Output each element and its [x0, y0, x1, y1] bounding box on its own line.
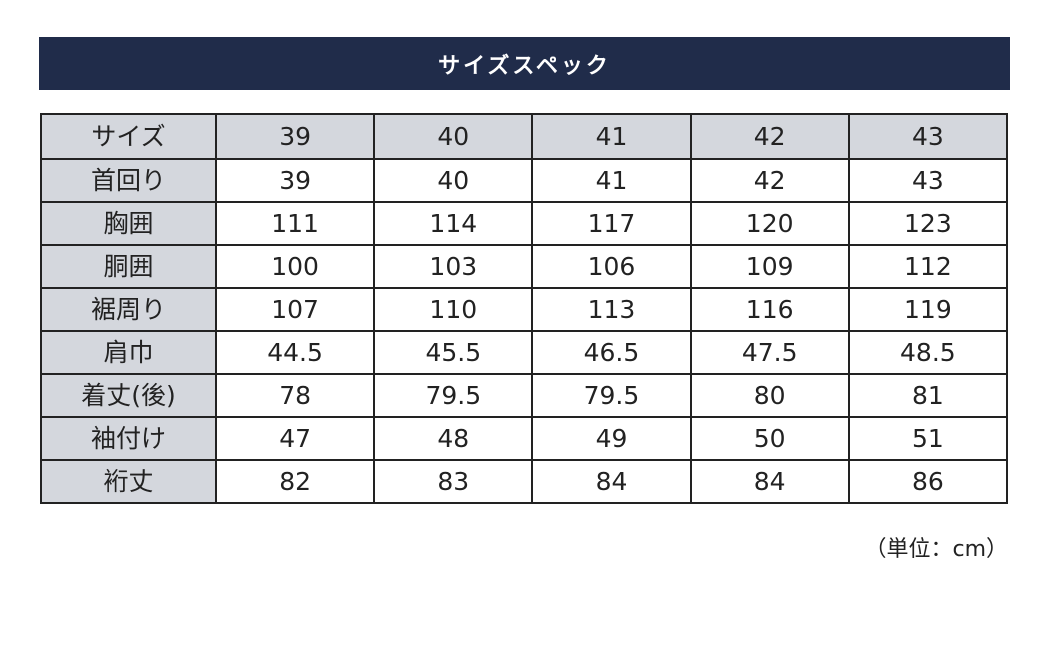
value-cell: 79.5 — [373, 373, 534, 418]
value-cell: 43 — [847, 158, 1009, 203]
value-cell: 84 — [531, 459, 692, 504]
table-row: 首回り 39 40 41 42 43 — [40, 158, 1009, 203]
value-cell: 82 — [214, 459, 376, 504]
value-cell: 83 — [373, 459, 534, 504]
value-cell: 114 — [373, 201, 534, 246]
value-cell: 47 — [214, 416, 376, 461]
header-size-cell: 41 — [531, 113, 692, 160]
value-cell: 113 — [531, 287, 692, 332]
value-cell: 79.5 — [531, 373, 692, 418]
value-cell: 119 — [847, 287, 1009, 332]
value-cell: 47.5 — [689, 330, 850, 375]
value-cell: 48 — [373, 416, 534, 461]
value-cell: 45.5 — [373, 330, 534, 375]
value-cell: 50 — [689, 416, 850, 461]
row-label-cell: 着丈(後) — [40, 373, 217, 418]
table-row: 裾周り 107 110 113 116 119 — [40, 287, 1009, 332]
value-cell: 39 — [214, 158, 376, 203]
value-cell: 86 — [847, 459, 1009, 504]
value-cell: 106 — [531, 244, 692, 289]
value-cell: 48.5 — [847, 330, 1009, 375]
value-cell: 112 — [847, 244, 1009, 289]
value-cell: 117 — [531, 201, 692, 246]
row-label-cell: 袖付け — [40, 416, 217, 461]
value-cell: 107 — [214, 287, 376, 332]
header-size-cell: 39 — [214, 113, 376, 160]
value-cell: 78 — [214, 373, 376, 418]
row-label-cell: 胴囲 — [40, 244, 217, 289]
table-row: 肩巾 44.5 45.5 46.5 47.5 48.5 — [40, 330, 1009, 375]
value-cell: 116 — [689, 287, 850, 332]
value-cell: 80 — [689, 373, 850, 418]
table-row: 裄丈 82 83 84 84 86 — [40, 459, 1009, 504]
value-cell: 49 — [531, 416, 692, 461]
value-cell: 40 — [373, 158, 534, 203]
value-cell: 51 — [847, 416, 1009, 461]
value-cell: 46.5 — [531, 330, 692, 375]
value-cell: 100 — [214, 244, 376, 289]
row-label-cell: 肩巾 — [40, 330, 217, 375]
table-row: 袖付け 47 48 49 50 51 — [40, 416, 1009, 461]
value-cell: 81 — [847, 373, 1009, 418]
value-cell: 42 — [689, 158, 850, 203]
value-cell: 103 — [373, 244, 534, 289]
header-size-cell: 42 — [689, 113, 850, 160]
value-cell: 84 — [689, 459, 850, 504]
size-spec-table: サイズ 39 40 41 42 43 首回り 39 40 41 42 43 胸囲 111 114… — [40, 113, 1009, 504]
row-label-cell: 裄丈 — [40, 459, 217, 504]
value-cell: 123 — [847, 201, 1009, 246]
table-row: 胸囲 111 114 117 120 123 — [40, 201, 1009, 246]
table-header-row: サイズ 39 40 41 42 43 — [40, 113, 1009, 160]
header-label-cell: サイズ — [40, 113, 217, 160]
row-label-cell: 胸囲 — [40, 201, 217, 246]
page-title: サイズスペック — [438, 52, 611, 79]
value-cell: 110 — [373, 287, 534, 332]
value-cell: 120 — [689, 201, 850, 246]
table-row: 着丈(後) 78 79.5 79.5 80 81 — [40, 373, 1009, 418]
table-row: 胴囲 100 103 106 109 112 — [40, 244, 1009, 289]
unit-note: （単位：cm） — [864, 537, 1008, 562]
value-cell: 41 — [531, 158, 692, 203]
row-label-cell: 裾周り — [40, 287, 217, 332]
row-label-cell: 首回り — [40, 158, 217, 203]
header-size-cell: 43 — [847, 113, 1009, 160]
title-banner: サイズスペック — [39, 37, 1010, 90]
header-size-cell: 40 — [373, 113, 534, 160]
value-cell: 44.5 — [214, 330, 376, 375]
value-cell: 109 — [689, 244, 850, 289]
value-cell: 111 — [214, 201, 376, 246]
